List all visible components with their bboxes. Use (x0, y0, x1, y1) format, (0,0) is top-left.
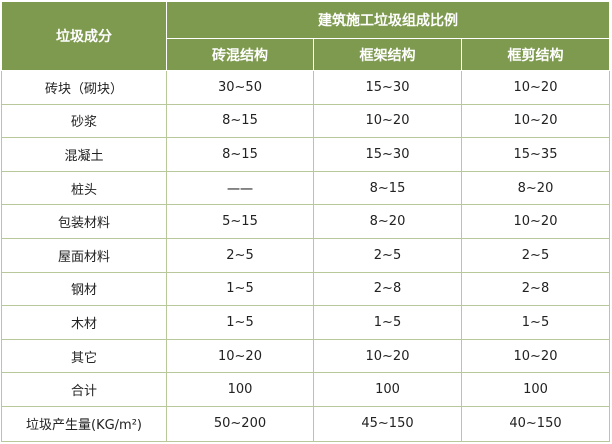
row-label: 钢材 (1, 271, 167, 307)
cell-value: 一一 (166, 170, 314, 206)
header-col-frame-shear: 框剪结构 (461, 38, 610, 71)
table-row: 包装材料 5~15 8~20 10~20 (1, 204, 610, 239)
cell-value: 10~20 (166, 338, 314, 374)
header-col-frame: 框架结构 (313, 38, 462, 71)
table-row: 合计 100 100 100 (1, 372, 610, 407)
cell-value: 15~30 (313, 70, 462, 105)
cell-value: 1~5 (166, 271, 314, 307)
cell-value: 15~35 (461, 137, 610, 172)
cell-value: 100 (461, 372, 610, 407)
table-row: 砂浆 8~15 10~20 10~20 (1, 103, 610, 139)
cell-value: 50~200 (166, 405, 314, 442)
row-label: 垃圾产生量(KG/m²) (1, 405, 167, 442)
table-row: 混凝土 8~15 15~30 15~35 (1, 137, 610, 172)
table-row: 垃圾产生量(KG/m²) 50~200 45~150 40~150 (1, 405, 610, 442)
cell-value: 1~5 (461, 305, 610, 340)
cell-value: 5~15 (166, 204, 314, 239)
row-label: 桩头 (1, 170, 167, 206)
cell-value: 10~20 (461, 338, 610, 374)
header-row-1: 垃圾成分 建筑施工垃圾组成比例 (1, 1, 610, 71)
cell-value: 10~20 (313, 338, 462, 374)
cell-value: 10~20 (461, 70, 610, 105)
cell-value: 8~15 (166, 137, 314, 172)
table-row: 钢材 1~5 2~8 2~8 (1, 271, 610, 307)
cell-value: 8~20 (313, 204, 462, 239)
cell-value: 1~5 (166, 305, 314, 340)
row-label: 包装材料 (1, 204, 167, 239)
cell-value: 100 (313, 372, 462, 407)
cell-value: 40~150 (461, 405, 610, 442)
table-row: 砖块（砌块） 30~50 15~30 10~20 (1, 70, 610, 105)
cell-value: 8~15 (166, 103, 314, 139)
table-row: 木材 1~5 1~5 1~5 (1, 305, 610, 340)
cell-value: 2~8 (461, 271, 610, 307)
header-row-2: 砖混结构 框架结构 框剪结构 (2, 38, 610, 71)
row-label: 屋面材料 (1, 237, 167, 273)
row-label: 砂浆 (1, 103, 167, 139)
header-group: 建筑施工垃圾组成比例 (166, 1, 610, 39)
header-col-brick-concrete: 砖混结构 (166, 38, 314, 71)
cell-value: 10~20 (461, 204, 610, 239)
cell-value: 30~50 (166, 70, 314, 105)
cell-value: 8~15 (313, 170, 462, 206)
row-label: 合计 (1, 372, 167, 407)
cell-value: 2~5 (461, 237, 610, 273)
cell-value: 8~20 (461, 170, 610, 206)
table-row: 屋面材料 2~5 2~5 2~5 (1, 237, 610, 273)
cell-value: 10~20 (313, 103, 462, 139)
cell-value: 10~20 (461, 103, 610, 139)
cell-value: 100 (166, 372, 314, 407)
cell-value: 2~5 (313, 237, 462, 273)
cell-value: 2~5 (166, 237, 314, 273)
cell-value: 2~8 (313, 271, 462, 307)
table-row: 其它 10~20 10~20 10~20 (1, 338, 610, 374)
cell-value: 15~30 (313, 137, 462, 172)
cell-value: 45~150 (313, 405, 462, 442)
cell-value: 1~5 (313, 305, 462, 340)
header-component: 垃圾成分 (1, 1, 167, 71)
row-label: 混凝土 (1, 137, 167, 172)
row-label: 木材 (1, 305, 167, 340)
table-row: 桩头 一一 8~15 8~20 (1, 170, 610, 206)
row-label: 其它 (1, 338, 167, 374)
row-label: 砖块（砌块） (1, 70, 167, 105)
